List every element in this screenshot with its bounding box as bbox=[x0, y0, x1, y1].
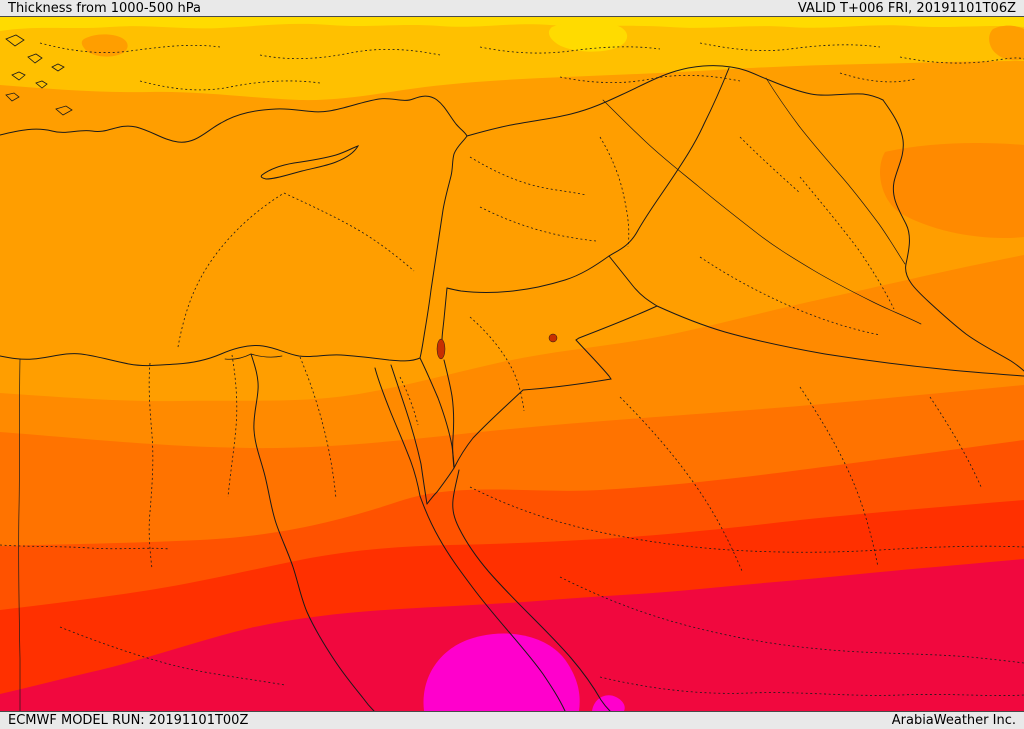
aegean-islands bbox=[5, 34, 73, 116]
valid-time-label: VALID T+006 FRI, 20191101T06Z bbox=[797, 0, 1016, 16]
solid-borders bbox=[0, 34, 1024, 711]
nile-delta-branch-west bbox=[224, 353, 252, 360]
syria-iraq-dotted-boundaries bbox=[469, 136, 895, 336]
thickness-band-magenta bbox=[423, 633, 580, 711]
gulf-of-suez-east-shore bbox=[390, 364, 428, 505]
jordan-iraq-saudi-border bbox=[608, 255, 1024, 377]
jordan-saudi-border-zigzag bbox=[453, 305, 658, 469]
red-sea-east-coast bbox=[452, 469, 611, 711]
cyprus-island bbox=[260, 145, 360, 180]
egypt-libya-border bbox=[18, 358, 21, 711]
yellow-patch bbox=[548, 21, 628, 52]
mediterranean-fir-boundaries bbox=[177, 192, 415, 348]
dotted-boundaries bbox=[0, 42, 1024, 696]
orange-patch-left bbox=[81, 34, 128, 57]
gulf-of-suez-west-shore bbox=[374, 367, 421, 497]
jordan-river-border bbox=[441, 287, 448, 341]
saudi-dotted-boundaries bbox=[469, 316, 1024, 696]
brand-label: ArabiaWeather Inc. bbox=[891, 713, 1016, 728]
weather-map bbox=[0, 17, 1024, 711]
gulf-of-aqaba-west-shore bbox=[426, 467, 455, 505]
mediterranean-coastline bbox=[0, 95, 468, 367]
header-bar: Thickness from 1000-500 hPa VALID T+006 … bbox=[0, 0, 1024, 17]
israel-egypt-border bbox=[419, 357, 455, 469]
nile-river bbox=[250, 353, 375, 711]
egypt-dotted-boundaries bbox=[0, 354, 419, 686]
turkey-syria-iraq-border bbox=[466, 65, 884, 137]
map-title: Thickness from 1000-500 hPa bbox=[8, 0, 201, 16]
model-run-label: ECMWF MODEL RUN: 20191101T00Z bbox=[8, 713, 249, 728]
red-sea-west-coast bbox=[419, 495, 566, 711]
syria-iraq-border bbox=[608, 67, 730, 257]
small-features bbox=[436, 333, 558, 360]
azraq-spot bbox=[548, 333, 558, 343]
footer-bar: ECMWF MODEL RUN: 20191101T00Z ArabiaWeat… bbox=[0, 711, 1024, 729]
nile-delta-branch-east bbox=[250, 353, 283, 358]
tigris-river bbox=[765, 77, 906, 265]
map-svg bbox=[0, 17, 1024, 711]
orange-patch-top-right bbox=[989, 25, 1024, 61]
dead-sea bbox=[436, 338, 446, 360]
jordan-syria-border bbox=[446, 255, 610, 293]
iraq-iran-border bbox=[882, 99, 1024, 372]
thickness-bands bbox=[0, 17, 1024, 711]
deep-orange-patch-right bbox=[880, 143, 1024, 238]
euphrates-river bbox=[602, 99, 922, 325]
